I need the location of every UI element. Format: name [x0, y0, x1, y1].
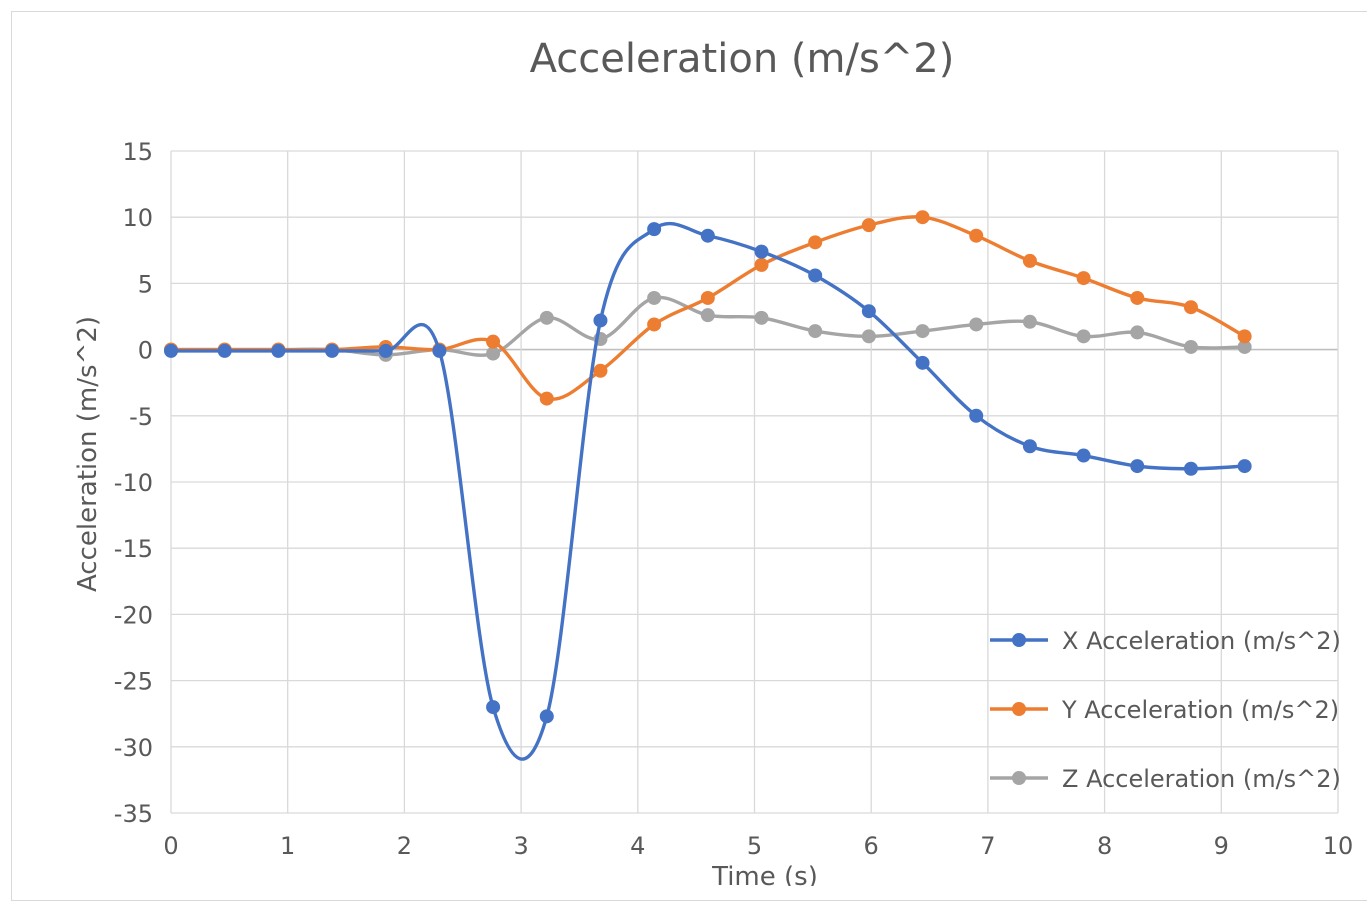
data-point — [539, 310, 554, 325]
legend-marker — [1012, 633, 1026, 647]
data-point — [808, 268, 823, 283]
data-point — [808, 324, 823, 339]
legend-item: X Acceleration (m/s^2) — [990, 627, 1341, 655]
gridlines — [170, 150, 1339, 814]
x-tick-label: 5 — [747, 832, 762, 860]
data-point — [647, 290, 662, 305]
x-tick-label: 3 — [513, 832, 528, 860]
data-point — [1076, 329, 1091, 344]
data-point — [861, 304, 876, 319]
data-point — [1237, 329, 1252, 344]
y-tick-label: 0 — [138, 337, 153, 365]
y-tick-label: -20 — [114, 601, 153, 629]
legend-label: X Acceleration (m/s^2) — [1062, 627, 1341, 655]
data-point — [969, 317, 984, 332]
x-axis-title: Time (s) — [711, 862, 818, 886]
data-point — [325, 343, 340, 358]
y-axis-title: Acceleration (m/s^2) — [73, 316, 103, 592]
x-tick-label: 8 — [1097, 832, 1112, 860]
data-point — [1022, 314, 1037, 329]
data-point — [1076, 271, 1091, 286]
data-point — [969, 408, 984, 423]
legend: X Acceleration (m/s^2) Y Acceleration (m/… — [990, 627, 1341, 793]
legend-label: Y Acceleration (m/s^2) — [1061, 696, 1339, 724]
data-point — [861, 329, 876, 344]
data-point — [700, 290, 715, 305]
y-axis-tick-labels: 15 10 5 0 -5 -10 -15 -20 -25 -30 -35 — [114, 138, 153, 828]
data-point — [861, 218, 876, 233]
x-tick-label: 1 — [280, 832, 295, 860]
data-point — [1130, 459, 1145, 474]
data-point — [486, 700, 501, 715]
data-point — [593, 363, 608, 378]
data-point — [647, 317, 662, 332]
data-point — [915, 355, 930, 370]
y-tick-label: -30 — [114, 734, 153, 762]
data-point — [486, 334, 501, 349]
data-point — [700, 228, 715, 243]
data-point — [271, 343, 286, 358]
data-point — [700, 308, 715, 323]
x-tick-label: 10 — [1323, 832, 1354, 860]
y-tick-label: 10 — [122, 204, 153, 232]
series-line — [171, 215, 1246, 402]
data-point — [1237, 339, 1252, 354]
data-point — [1130, 290, 1145, 305]
data-point — [1130, 325, 1145, 340]
series-x-acceleration — [164, 222, 1252, 761]
data-point — [754, 257, 769, 272]
legend-item: Z Acceleration (m/s^2) — [990, 765, 1341, 793]
data-point — [539, 391, 554, 406]
data-point — [1022, 439, 1037, 454]
data-point — [1183, 461, 1198, 476]
x-tick-label: 4 — [630, 832, 645, 860]
data-point — [754, 244, 769, 259]
x-tick-label: 7 — [980, 832, 995, 860]
data-point — [432, 343, 447, 358]
data-point — [539, 709, 554, 724]
data-point — [164, 343, 178, 358]
data-point — [1076, 448, 1091, 463]
data-point — [754, 310, 769, 325]
data-point — [1183, 300, 1198, 315]
series-layer — [164, 210, 1252, 761]
y-tick-label: -5 — [129, 403, 153, 431]
x-tick-label: 0 — [163, 832, 178, 860]
y-tick-label: -15 — [114, 535, 153, 563]
data-point — [1237, 459, 1252, 474]
legend-marker — [1012, 771, 1026, 785]
chart-title: Acceleration (m/s^2) — [530, 36, 955, 82]
x-tick-label: 2 — [397, 832, 412, 860]
x-tick-label: 6 — [864, 832, 879, 860]
data-point — [808, 235, 823, 250]
legend-label: Z Acceleration (m/s^2) — [1062, 765, 1341, 793]
data-point — [217, 343, 232, 358]
data-point — [915, 324, 930, 339]
legend-marker — [1012, 702, 1026, 716]
series-y-acceleration — [164, 210, 1252, 406]
data-point — [378, 343, 393, 358]
data-point — [1022, 253, 1037, 268]
data-point — [486, 346, 501, 361]
data-point — [647, 222, 662, 237]
y-tick-label: -35 — [114, 800, 153, 828]
x-axis-tick-labels: 0 1 2 3 4 5 6 7 8 9 10 — [163, 832, 1353, 860]
y-tick-label: 5 — [138, 270, 153, 298]
data-point — [969, 228, 984, 243]
x-tick-label: 9 — [1214, 832, 1229, 860]
y-tick-label: -25 — [114, 668, 153, 696]
data-point — [593, 313, 608, 328]
data-point — [1183, 339, 1198, 354]
y-tick-label: -10 — [114, 469, 153, 497]
data-point — [915, 210, 930, 225]
legend-item: Y Acceleration (m/s^2) — [990, 696, 1339, 724]
y-tick-label: 15 — [122, 138, 153, 166]
chart-frame — [11, 11, 1367, 901]
